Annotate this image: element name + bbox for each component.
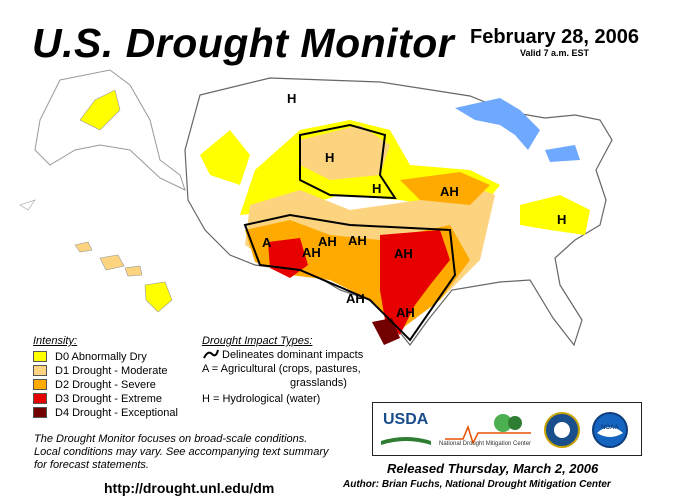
note-line-2: Local conditions may vary. See accompany… xyxy=(34,446,329,458)
legend-label-d1: D1 Drought - Moderate xyxy=(55,364,168,377)
noaa-label: NOAA xyxy=(601,425,619,431)
great-lakes xyxy=(455,98,540,150)
doc-seal-icon xyxy=(544,412,580,448)
impact-line-icon xyxy=(203,349,219,359)
author-credit: Author: Brian Fuchs, National Drought Mi… xyxy=(343,479,611,490)
d4-swatch xyxy=(33,407,47,418)
hawaii xyxy=(74,241,173,313)
usda-logo: USDA xyxy=(383,411,429,428)
impact-label-7: A xyxy=(262,235,272,250)
impact-heading: Drought Impact Types: xyxy=(202,335,313,347)
legend-item-d0: D0 Abnormally Dry xyxy=(33,350,147,363)
impact-label-9: AH xyxy=(394,246,413,261)
impact-agricultural-cont: grasslands) xyxy=(290,377,347,389)
d1-swatch xyxy=(33,365,47,376)
valid-time: Valid 7 a.m. EST xyxy=(520,48,590,58)
note-line-1: The Drought Monitor focuses on broad-sca… xyxy=(34,433,308,445)
alaska xyxy=(19,69,186,211)
impact-line-desc: Delineates dominant impacts xyxy=(222,349,364,361)
ndmc-logo-icon xyxy=(445,414,531,445)
d0-mid-atlantic xyxy=(520,195,590,235)
noaa-seal-icon xyxy=(592,412,628,448)
alaska-d0 xyxy=(79,89,121,131)
legend-label-d3: D3 Drought - Extreme xyxy=(55,392,162,405)
impact-label-11: H xyxy=(557,212,566,227)
impact-label-6: AH xyxy=(348,233,367,248)
disclaimer-note: The Drought Monitor focuses on broad-sca… xyxy=(34,433,364,472)
d2-swatch xyxy=(33,379,47,390)
legend-heading: Intensity: xyxy=(33,335,78,347)
impact-label-10: AH xyxy=(346,291,365,306)
impact-agricultural: A = Agricultural (crops, pastures, xyxy=(202,363,361,375)
source-url[interactable]: http://drought.unl.edu/dm xyxy=(104,480,275,496)
impact-label-2: H xyxy=(325,150,334,165)
d0-swatch xyxy=(33,351,47,362)
impact-label-3: H xyxy=(372,181,381,196)
legend-item-d4: D4 Drought - Exceptional xyxy=(33,406,178,419)
partner-logos: USDA National Drought Mitigation Center … xyxy=(372,402,642,456)
impact-label-8: AH xyxy=(318,234,337,249)
usda-swoosh-icon xyxy=(381,437,431,445)
impact-label-4: AH xyxy=(440,184,459,199)
d3-swatch xyxy=(33,393,47,404)
note-line-3: for forecast statements. xyxy=(34,459,149,471)
map-date: February 28, 2006 xyxy=(470,26,639,48)
impact-hydrological: H = Hydrological (water) xyxy=(202,393,321,405)
legend-label-d2: D2 Drought - Severe xyxy=(55,378,156,391)
page-title: U.S. Drought Monitor xyxy=(32,20,455,66)
legend-label-d4: D4 Drought - Exceptional xyxy=(55,406,178,419)
d0-northwest xyxy=(200,130,250,185)
impact-label-5: AH xyxy=(302,245,321,260)
ndmc-logo-text: National Drought Mitigation Center xyxy=(439,441,532,447)
d3-texas-oklahoma xyxy=(380,230,450,335)
impact-label-1: H xyxy=(287,91,296,106)
legend-item-d3: D3 Drought - Extreme xyxy=(33,392,162,405)
d1-north xyxy=(300,125,390,180)
drought-map: H H H AH AH AH A AH AH AH H AH xyxy=(19,69,613,347)
release-date: Released Thursday, March 2, 2006 xyxy=(387,461,599,476)
legend-item-d2: D2 Drought - Severe xyxy=(33,378,156,391)
impact-label-12: AH xyxy=(396,305,415,320)
d4-texas xyxy=(372,318,400,345)
d2-midwest xyxy=(400,172,490,205)
legend-item-d1: D1 Drought - Moderate xyxy=(33,364,168,377)
impact-boundary-north xyxy=(299,123,397,200)
impact-boundary-south xyxy=(243,213,457,342)
legend-label-d0: D0 Abnormally Dry xyxy=(55,350,147,363)
